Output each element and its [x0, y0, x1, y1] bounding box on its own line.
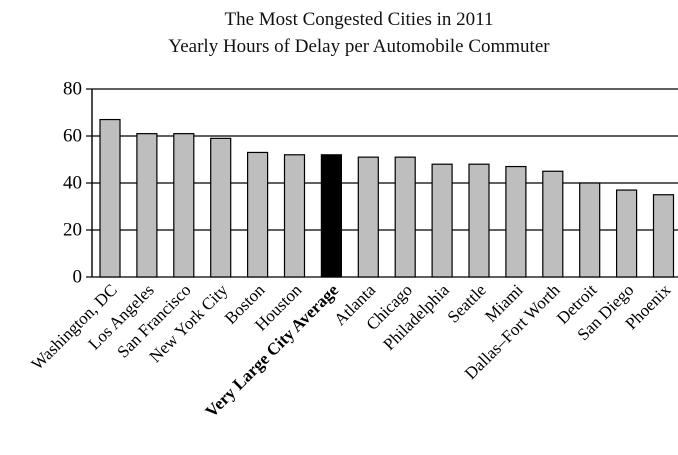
y-tick-label: 60 — [63, 125, 82, 146]
category-label: Seattle — [444, 280, 490, 326]
bar — [431, 163, 453, 278]
bar — [210, 137, 232, 278]
y-tick-label: 40 — [63, 172, 82, 193]
bar — [247, 151, 269, 278]
bar — [99, 118, 121, 278]
bar — [136, 133, 158, 278]
bar — [615, 189, 638, 278]
y-tick-label: 20 — [63, 219, 82, 240]
bar — [468, 163, 490, 278]
y-tick-label: 80 — [63, 78, 82, 99]
bar — [283, 154, 306, 278]
bar — [579, 182, 601, 278]
chart-title-block: The Most Congested Cities in 2011 Yearly… — [0, 6, 678, 60]
bar — [505, 165, 527, 278]
bar — [394, 156, 416, 278]
bar — [652, 194, 675, 278]
bar — [320, 154, 342, 278]
chart-subtitle: Yearly Hours of Delay per Automobile Com… — [168, 36, 550, 57]
y-tick-label: 0 — [73, 266, 83, 287]
bar — [542, 170, 564, 278]
bar — [173, 133, 195, 278]
chart-title: The Most Congested Cities in 2011 — [224, 9, 494, 30]
bar — [357, 156, 379, 278]
